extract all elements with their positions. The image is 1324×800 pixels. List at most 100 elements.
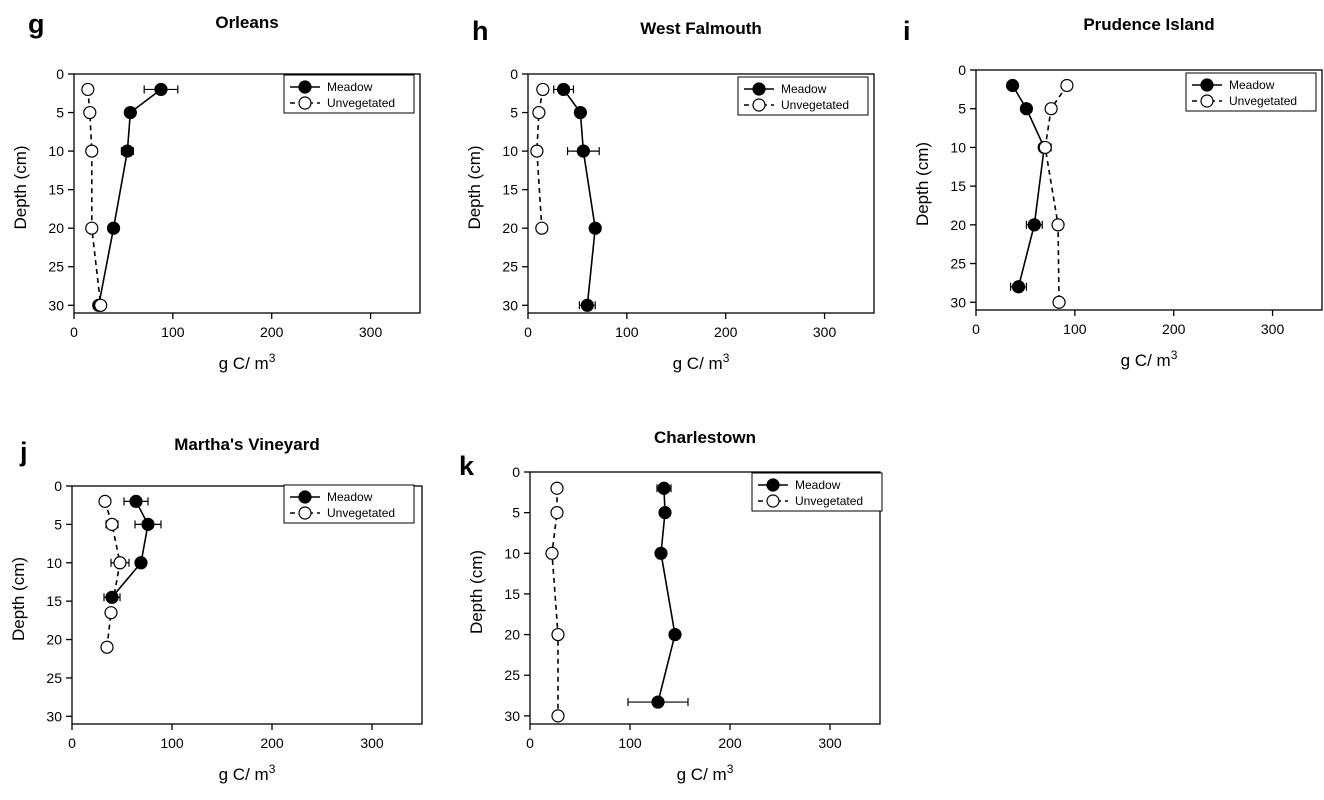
legend-marker-meadow — [752, 82, 766, 96]
legend: Meadow Unvegetated — [1185, 72, 1317, 112]
x-tick-label: 200 — [714, 324, 738, 340]
series-line-unvegetated — [87, 89, 102, 306]
legend: Meadow Unvegetated — [737, 76, 869, 116]
y-tick-label: 10 — [502, 143, 518, 159]
y-axis-label: Depth (cm) — [11, 145, 30, 229]
data-point-unvegetated — [1060, 78, 1074, 93]
chart-title: Orleans — [215, 13, 278, 32]
chart-title: Martha's Vineyard — [174, 435, 319, 454]
data-point-unvegetated — [1052, 295, 1066, 309]
data-point-meadow — [129, 494, 143, 508]
data-point-unvegetated — [1051, 218, 1065, 232]
data-point-unvegetated — [535, 221, 549, 235]
y-tick-label: 10 — [950, 139, 966, 155]
legend-marker-unvegetated — [298, 506, 312, 520]
data-point-meadow — [1027, 218, 1041, 232]
y-tick-label: 15 — [46, 593, 62, 609]
legend-label-unvegetated: Unvegetated — [781, 98, 849, 112]
y-tick-label: 5 — [54, 516, 62, 532]
x-tick-label: 300 — [360, 735, 384, 751]
x-tick-label: 200 — [260, 324, 284, 340]
data-point-meadow — [576, 144, 590, 158]
series-line-unvegetated — [536, 89, 544, 229]
data-point-unvegetated — [98, 494, 112, 508]
y-axis-label: Depth (cm) — [465, 145, 484, 229]
x-tick-label: 0 — [526, 735, 534, 751]
plot-frame — [527, 73, 875, 314]
y-tick-label: 0 — [512, 464, 520, 480]
x-tick-label: 100 — [615, 324, 639, 340]
y-tick-label: 0 — [510, 66, 518, 82]
data-point-unvegetated — [1038, 140, 1052, 155]
panel-label: k — [459, 451, 475, 481]
series-line-meadow — [111, 500, 149, 598]
y-tick-label: 25 — [502, 259, 518, 275]
legend-marker-meadow — [1200, 78, 1214, 92]
panel-label: h — [472, 16, 489, 46]
data-point-meadow — [651, 695, 665, 709]
data-point-unvegetated — [113, 556, 127, 570]
data-point-meadow — [1019, 102, 1034, 116]
data-point-meadow — [657, 481, 671, 495]
data-point-meadow — [658, 506, 672, 520]
y-tick-label: 20 — [502, 220, 518, 236]
panel-label: j — [19, 437, 28, 467]
x-tick-label: 300 — [813, 324, 837, 340]
data-point-meadow — [1005, 78, 1020, 93]
series-line-meadow — [562, 88, 597, 306]
y-tick-label: 5 — [510, 105, 518, 121]
y-tick-label: 15 — [950, 178, 966, 194]
x-tick-label: 300 — [1261, 321, 1285, 337]
y-tick-label: 15 — [48, 182, 64, 198]
data-point-meadow — [588, 221, 602, 235]
data-point-meadow — [668, 627, 682, 642]
y-tick-label: 20 — [950, 217, 966, 233]
y-tick-label: 20 — [46, 632, 62, 648]
data-point-unvegetated — [532, 105, 546, 120]
data-point-unvegetated — [94, 298, 108, 312]
y-tick-label: 10 — [504, 545, 520, 561]
data-point-meadow — [134, 556, 148, 570]
x-tick-label: 100 — [161, 324, 185, 340]
data-point-unvegetated — [545, 546, 559, 560]
data-point-unvegetated — [85, 221, 99, 235]
x-tick-label: 300 — [818, 735, 842, 751]
legend-marker-unvegetated — [752, 98, 766, 112]
legend-label-unvegetated: Unvegetated — [327, 506, 395, 520]
x-tick-label: 100 — [618, 735, 642, 751]
legend: Meadow Unvegetated — [283, 484, 415, 524]
y-tick-label: 25 — [950, 256, 966, 272]
y-axis-label: Depth (cm) — [913, 142, 932, 226]
data-point-unvegetated — [105, 517, 119, 531]
y-tick-label: 30 — [950, 294, 966, 310]
x-tick-label: 0 — [68, 735, 76, 751]
x-tick-label: 200 — [260, 735, 284, 751]
series-line-unvegetated — [551, 488, 559, 716]
y-tick-label: 5 — [56, 105, 64, 121]
y-tick-label: 30 — [504, 708, 520, 724]
legend-marker-meadow — [298, 80, 312, 94]
data-point-unvegetated — [551, 627, 565, 642]
legend-label-meadow: Meadow — [327, 80, 373, 94]
data-point-meadow — [141, 517, 155, 531]
chart-title: Charlestown — [654, 428, 756, 447]
series-line-unvegetated — [1044, 85, 1068, 303]
chart-title: West Falmouth — [640, 19, 762, 38]
x-tick-label: 300 — [359, 324, 383, 340]
y-tick-label: 30 — [48, 297, 64, 313]
plot-frame — [975, 69, 1323, 311]
y-tick-label: 0 — [54, 478, 62, 494]
data-point-meadow — [123, 105, 137, 120]
x-tick-label: 200 — [1162, 321, 1186, 337]
y-tick-label: 15 — [502, 182, 518, 198]
x-axis-label: g C/ m3 — [219, 351, 276, 373]
y-tick-label: 10 — [48, 143, 64, 159]
data-point-meadow — [654, 546, 668, 560]
plot-frame — [529, 471, 881, 725]
series-line-meadow — [1011, 85, 1046, 287]
y-tick-label: 25 — [46, 670, 62, 686]
